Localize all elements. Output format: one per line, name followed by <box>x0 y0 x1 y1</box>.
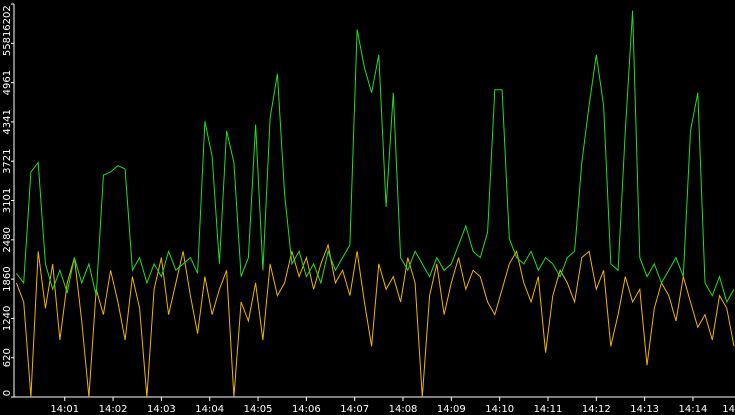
x-tick-label: 14:07 <box>340 404 369 415</box>
x-tick-label: 14:06 <box>292 404 321 415</box>
y-tick-label: 0 <box>2 390 13 396</box>
y-tick-label: 1240 <box>2 306 13 331</box>
x-tick-label: 14:03 <box>147 404 176 415</box>
y-tick-label: 5581 <box>2 31 13 56</box>
x-tick-label: 14:05 <box>244 404 273 415</box>
x-tick-label: 14:02 <box>99 404 128 415</box>
x-tick-label: 14:12 <box>582 404 611 415</box>
x-tick-label: 14:14 <box>679 404 708 415</box>
x-tick-label: 14:04 <box>195 404 224 415</box>
y-tick-label: 6202 <box>2 5 13 30</box>
y-tick-label: 620 <box>2 348 13 367</box>
x-tick-label: 14 <box>722 404 735 415</box>
x-tick-label: 14:10 <box>485 404 514 415</box>
y-tick-label: 2480 <box>2 227 13 252</box>
x-tick-label: 14:01 <box>50 404 79 415</box>
y-tick-label: 4961 <box>2 70 13 95</box>
y-tick-label: 3721 <box>2 148 13 173</box>
x-tick-label: 14:13 <box>630 404 659 415</box>
y-tick-label: 1860 <box>2 266 13 291</box>
y-tick-label: 3101 <box>2 188 13 213</box>
x-tick-label: 14:11 <box>534 404 563 415</box>
x-tick-label: 14:09 <box>437 404 466 415</box>
series-line <box>15 243 735 398</box>
x-tick-label: 14:08 <box>389 404 418 415</box>
y-tick-label: 4341 <box>2 109 13 134</box>
series-line <box>16 10 735 304</box>
